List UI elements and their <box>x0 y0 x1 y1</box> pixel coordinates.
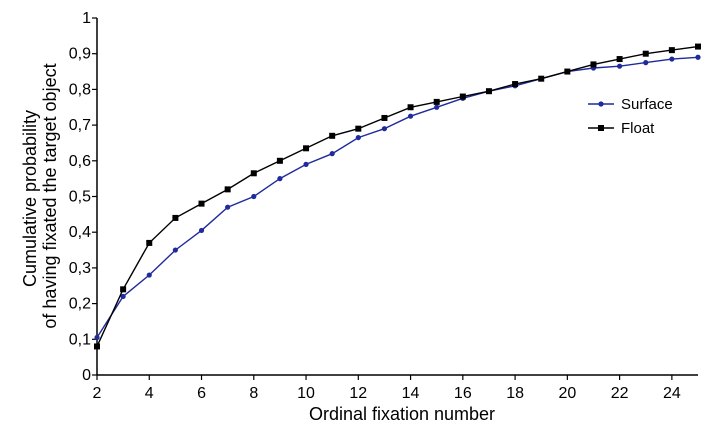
legend: Surface Float <box>588 96 673 137</box>
float-point <box>642 50 649 57</box>
legend-marker-surface <box>598 101 604 107</box>
y-tick-label: 0,1 <box>69 331 91 348</box>
surface-point <box>643 60 649 66</box>
float-point <box>146 239 153 246</box>
float-point <box>668 47 675 54</box>
x-tick-label: 2 <box>93 385 102 402</box>
y-tick-label: 0,5 <box>69 189 91 206</box>
axes: 00,10,20,30,40,50,60,70,80,912 4 6 8 10 12 14 1… <box>69 10 698 402</box>
surface-point <box>146 272 152 278</box>
legend-label-float: Float <box>621 120 655 137</box>
float-point <box>512 81 519 88</box>
y-tick-label: 0 <box>82 367 91 384</box>
surface-point <box>277 176 283 182</box>
surface-point <box>355 134 361 141</box>
series-layer <box>94 43 701 350</box>
y-tick-label: 0,4 <box>69 224 91 241</box>
y-axis-title: Cumulative probability of having fixated… <box>20 63 60 328</box>
float-point <box>538 75 545 82</box>
y-tick-label: 0,2 <box>69 296 91 313</box>
x-tick-label: 14 <box>402 385 420 402</box>
surface-series-line <box>96 56 699 338</box>
float-point <box>381 114 388 121</box>
float-point <box>355 125 362 132</box>
y-tick-label: 1 <box>82 10 91 27</box>
x-tick-label: 16 <box>454 385 472 402</box>
x-axis-title: Ordinal fixation number <box>309 404 495 424</box>
x-tick-label: 18 <box>506 385 524 402</box>
x-tick-label: 24 <box>663 385 681 402</box>
x-tick-label: 12 <box>349 385 367 402</box>
float-point <box>695 43 701 50</box>
surface-point <box>329 151 335 157</box>
surface-point <box>225 204 231 210</box>
y-tick-label: 0,6 <box>69 153 91 170</box>
surface-point <box>617 63 623 69</box>
float-point <box>120 286 127 293</box>
y-tick-label: 0,7 <box>69 117 91 134</box>
x-tick-label: 10 <box>297 385 315 402</box>
surface-point <box>669 56 675 62</box>
float-series-line <box>96 45 699 347</box>
surface-point <box>251 193 257 200</box>
surface-point <box>120 293 126 300</box>
y-tick-label: 0,3 <box>69 260 91 277</box>
y-tick-label: 0,9 <box>69 46 91 63</box>
float-point <box>329 132 336 139</box>
float-point <box>303 145 310 152</box>
x-tick-label: 20 <box>558 385 576 402</box>
surface-point <box>695 54 701 60</box>
float-point <box>407 104 414 111</box>
surface-point <box>303 161 309 167</box>
y-axis-title-line-2: of having fixated the target object <box>40 63 60 328</box>
surface-point <box>381 126 388 132</box>
float-point <box>459 93 466 100</box>
float-point <box>433 98 440 105</box>
float-point <box>485 88 492 95</box>
float-point <box>616 56 623 63</box>
x-tick-label: 4 <box>145 385 154 402</box>
float-point <box>250 170 257 177</box>
y-axis-title-line-1: Cumulative probability <box>20 110 40 287</box>
x-tick-label: 8 <box>249 385 258 402</box>
legend-marker-float <box>598 125 604 131</box>
surface-point <box>434 104 440 110</box>
surface-point <box>172 247 178 253</box>
surface-point <box>94 334 100 341</box>
x-tick-label: 6 <box>197 385 206 402</box>
surface-point <box>407 113 414 119</box>
surface-point <box>198 227 205 234</box>
float-point <box>172 214 179 221</box>
float-point <box>590 61 597 68</box>
float-point <box>198 200 205 207</box>
legend-label-surface: Surface <box>621 96 673 113</box>
float-point <box>224 186 231 193</box>
y-tick-label: 0,8 <box>69 81 91 98</box>
float-point <box>276 157 283 164</box>
float-point <box>94 343 100 350</box>
float-point <box>564 68 571 75</box>
x-tick-label: 22 <box>611 385 629 402</box>
